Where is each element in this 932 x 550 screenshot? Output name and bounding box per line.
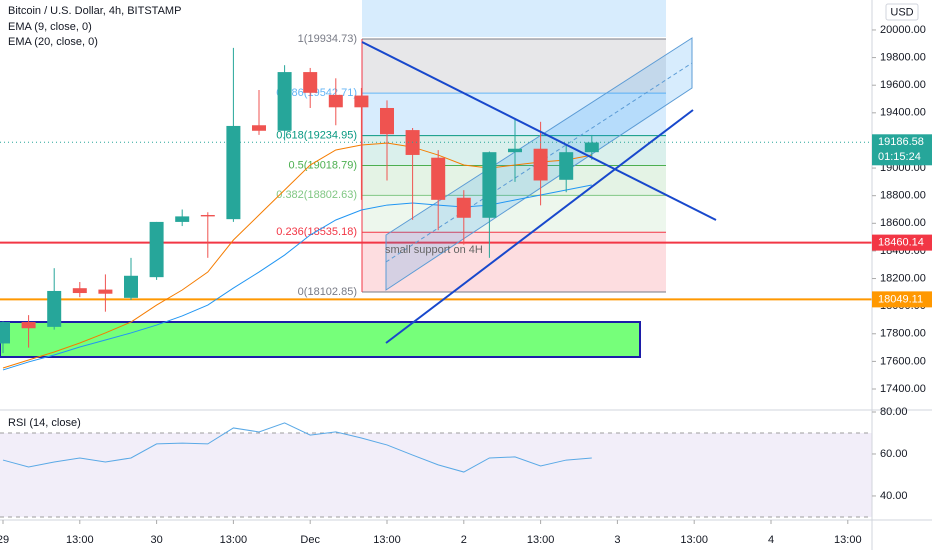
countdown: 01:15:24 <box>878 151 921 163</box>
x-tick-label: 4 <box>768 534 774 546</box>
candle-body <box>559 152 574 180</box>
fib-label: 0.5(19018.79) <box>289 159 358 171</box>
candle-body <box>533 148 548 181</box>
x-tick-label: 13:00 <box>220 534 248 546</box>
currency: USD <box>890 6 913 18</box>
fib-label: 0.618(19234.95) <box>276 130 357 142</box>
y-tick-label: 18600.00 <box>880 217 926 229</box>
range-highlight <box>362 0 666 37</box>
candle-body <box>72 288 87 294</box>
y-tick-label: 40.00 <box>880 490 908 502</box>
candle-body <box>380 107 394 135</box>
legend-entry: EMA (20, close, 0) <box>8 36 98 48</box>
candle-body <box>328 94 343 108</box>
price-label: 18460.14 <box>878 237 924 249</box>
y-tick-label: 17800.00 <box>880 328 926 340</box>
candle-body <box>584 142 599 153</box>
candle-body <box>226 125 241 220</box>
chart-title: Bitcoin / U.S. Dollar, 4h, BITSTAMP <box>8 5 181 17</box>
x-tick-label: 30 <box>150 534 162 546</box>
candle-body <box>124 275 138 298</box>
fib-label: 0(18102.85) <box>298 286 357 298</box>
y-tick-label: 18800.00 <box>880 190 926 202</box>
fib-zone <box>362 38 666 94</box>
candle-body <box>175 216 190 222</box>
rsi-band <box>0 432 872 517</box>
currency-box <box>885 3 919 21</box>
candle-body <box>47 290 62 327</box>
rsi-title: RSI (14, close) <box>8 417 81 429</box>
price-label: 19186.58 <box>878 136 924 148</box>
x-tick-label: 13:00 <box>834 534 862 546</box>
candle-body <box>482 152 497 218</box>
candle-body <box>303 72 318 93</box>
y-tick-label: 17600.00 <box>880 355 926 367</box>
candle-body <box>456 197 471 218</box>
x-tick-label: 13:00 <box>527 534 555 546</box>
candle-body <box>200 215 215 217</box>
price-label: 18049.11 <box>878 293 923 305</box>
candle-body <box>149 221 164 278</box>
x-tick-label: 13:00 <box>373 534 401 546</box>
x-tick-label: 13:00 <box>680 534 708 546</box>
y-tick-label: 60.00 <box>880 448 908 460</box>
candle-body <box>508 148 522 153</box>
y-tick-label: 20000.00 <box>880 24 926 36</box>
x-tick-label: 29 <box>0 534 9 546</box>
fib-label: 0.382(18802.63) <box>276 189 357 201</box>
x-tick-label: 13:00 <box>66 534 94 546</box>
y-tick-label: 19600.00 <box>880 79 926 91</box>
candle-body <box>431 157 446 200</box>
candle-body <box>277 72 292 131</box>
fib-label: 0.236(18535.18) <box>276 226 357 238</box>
candle-body <box>21 322 36 329</box>
y-tick-label: 19800.00 <box>880 51 926 63</box>
candle-body <box>0 322 10 344</box>
annotation: small support on 4H <box>385 244 483 256</box>
x-tick-label: 2 <box>461 534 467 546</box>
y-tick-label: 80.00 <box>880 406 908 418</box>
trendline <box>361 41 717 221</box>
candle-body <box>98 289 113 294</box>
price-label-box <box>872 234 932 251</box>
legend-entry: EMA (9, close, 0) <box>8 21 92 33</box>
x-tick-label: 3 <box>614 534 620 546</box>
y-tick-label: 18200.00 <box>880 272 926 284</box>
support-zone <box>0 321 641 358</box>
y-tick-label: 17400.00 <box>880 383 926 395</box>
rsi-line <box>2 422 592 473</box>
x-tick-label: Dec <box>300 534 320 546</box>
candle-body <box>252 125 266 131</box>
y-tick-label: 19400.00 <box>880 107 926 119</box>
candle-body <box>354 95 369 108</box>
trendline <box>385 109 694 344</box>
price-label-box <box>872 134 932 166</box>
price-label-box <box>872 291 932 308</box>
fib-label: 1(19934.73) <box>298 33 357 45</box>
